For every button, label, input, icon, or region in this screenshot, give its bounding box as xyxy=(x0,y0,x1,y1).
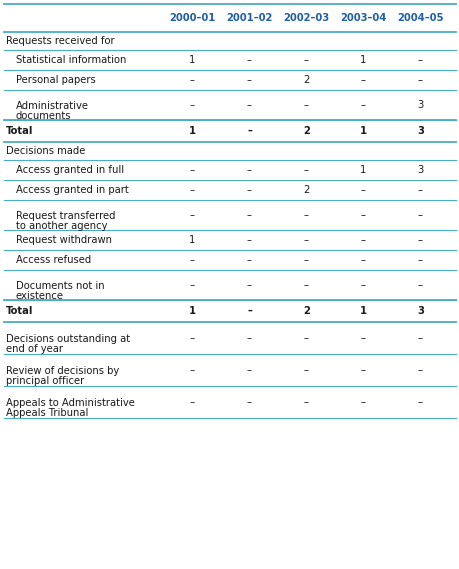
Text: 2003–04: 2003–04 xyxy=(340,13,386,23)
Text: –: – xyxy=(246,100,252,110)
Text: 2002–03: 2002–03 xyxy=(283,13,329,23)
Text: principal officer: principal officer xyxy=(6,376,84,386)
Text: –: – xyxy=(360,210,365,220)
Text: –: – xyxy=(360,365,365,375)
Text: –: – xyxy=(360,397,365,407)
Text: –: – xyxy=(190,280,195,290)
Text: to another agency: to another agency xyxy=(16,221,107,231)
Text: existence: existence xyxy=(16,291,64,301)
Text: 1: 1 xyxy=(359,126,366,136)
Text: 3: 3 xyxy=(416,165,423,175)
Text: 1: 1 xyxy=(359,55,366,65)
Text: 3: 3 xyxy=(416,100,423,110)
Text: –: – xyxy=(246,185,252,195)
Text: 1: 1 xyxy=(189,55,195,65)
Text: –: – xyxy=(246,280,252,290)
Text: 2: 2 xyxy=(302,126,309,136)
Text: –: – xyxy=(303,333,308,343)
Text: 1: 1 xyxy=(189,306,196,316)
Text: –: – xyxy=(246,306,252,316)
Text: Appeals to Administrative: Appeals to Administrative xyxy=(6,398,134,408)
Text: Decisions made: Decisions made xyxy=(6,146,85,156)
Text: –: – xyxy=(417,255,422,265)
Text: –: – xyxy=(190,210,195,220)
Text: –: – xyxy=(246,365,252,375)
Text: 1: 1 xyxy=(359,165,366,175)
Text: 2001–02: 2001–02 xyxy=(226,13,272,23)
Text: –: – xyxy=(246,165,252,175)
Text: 2: 2 xyxy=(302,75,309,85)
Text: –: – xyxy=(190,185,195,195)
Text: Requests received for: Requests received for xyxy=(6,36,114,46)
Text: –: – xyxy=(360,75,365,85)
Text: –: – xyxy=(303,255,308,265)
Text: –: – xyxy=(360,255,365,265)
Text: –: – xyxy=(417,185,422,195)
Text: 1: 1 xyxy=(359,306,366,316)
Text: –: – xyxy=(190,100,195,110)
Text: Personal papers: Personal papers xyxy=(16,75,95,85)
Text: Request withdrawn: Request withdrawn xyxy=(16,235,112,245)
Text: Request transferred: Request transferred xyxy=(16,211,115,221)
Text: –: – xyxy=(303,210,308,220)
Text: –: – xyxy=(417,280,422,290)
Text: –: – xyxy=(303,365,308,375)
Text: 3: 3 xyxy=(416,126,423,136)
Text: Documents not in: Documents not in xyxy=(16,281,104,291)
Text: –: – xyxy=(360,185,365,195)
Text: –: – xyxy=(417,75,422,85)
Text: –: – xyxy=(417,333,422,343)
Text: –: – xyxy=(190,333,195,343)
Text: –: – xyxy=(190,365,195,375)
Text: –: – xyxy=(303,55,308,65)
Text: –: – xyxy=(303,235,308,245)
Text: Total: Total xyxy=(6,126,34,136)
Text: –: – xyxy=(246,210,252,220)
Text: –: – xyxy=(303,397,308,407)
Text: 3: 3 xyxy=(416,306,423,316)
Text: –: – xyxy=(246,126,252,136)
Text: –: – xyxy=(246,235,252,245)
Text: 2: 2 xyxy=(302,306,309,316)
Text: –: – xyxy=(360,280,365,290)
Text: –: – xyxy=(417,55,422,65)
Text: –: – xyxy=(246,397,252,407)
Text: Appeals Tribunal: Appeals Tribunal xyxy=(6,408,88,418)
Text: –: – xyxy=(246,55,252,65)
Text: –: – xyxy=(190,75,195,85)
Text: Access granted in part: Access granted in part xyxy=(16,185,129,195)
Text: –: – xyxy=(417,397,422,407)
Text: –: – xyxy=(417,210,422,220)
Text: end of year: end of year xyxy=(6,344,63,354)
Text: documents: documents xyxy=(16,111,71,121)
Text: Access granted in full: Access granted in full xyxy=(16,165,124,175)
Text: 2000–01: 2000–01 xyxy=(169,13,215,23)
Text: –: – xyxy=(303,280,308,290)
Text: 2: 2 xyxy=(302,185,309,195)
Text: 2004–05: 2004–05 xyxy=(397,13,443,23)
Text: –: – xyxy=(303,165,308,175)
Text: Decisions outstanding at: Decisions outstanding at xyxy=(6,334,130,344)
Text: –: – xyxy=(190,255,195,265)
Text: Statistical information: Statistical information xyxy=(16,55,126,65)
Text: –: – xyxy=(246,255,252,265)
Text: –: – xyxy=(190,397,195,407)
Text: 1: 1 xyxy=(189,235,195,245)
Text: –: – xyxy=(360,333,365,343)
Text: –: – xyxy=(360,100,365,110)
Text: Total: Total xyxy=(6,306,34,316)
Text: –: – xyxy=(190,165,195,175)
Text: –: – xyxy=(417,235,422,245)
Text: –: – xyxy=(246,333,252,343)
Text: –: – xyxy=(246,75,252,85)
Text: –: – xyxy=(417,365,422,375)
Text: 1: 1 xyxy=(189,126,196,136)
Text: –: – xyxy=(303,100,308,110)
Text: Review of decisions by: Review of decisions by xyxy=(6,366,119,376)
Text: Access refused: Access refused xyxy=(16,255,91,265)
Text: –: – xyxy=(360,235,365,245)
Text: Administrative: Administrative xyxy=(16,101,89,111)
